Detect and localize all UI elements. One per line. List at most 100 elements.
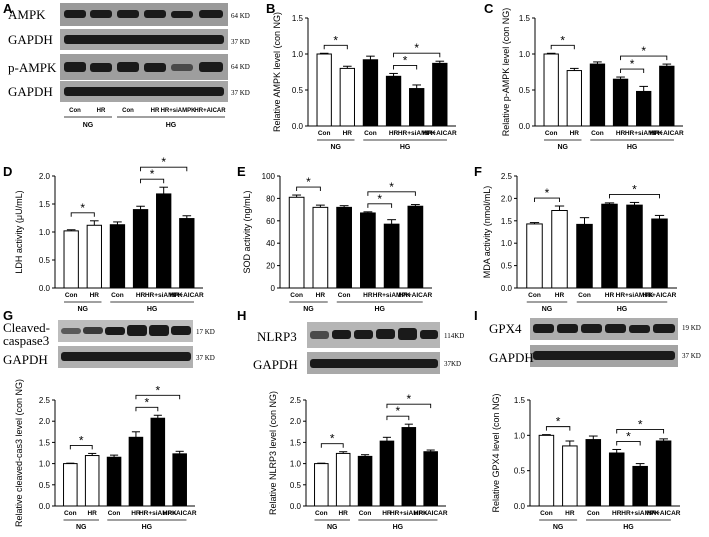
blot-label-nlrp3: NLRP3 bbox=[257, 329, 297, 344]
x-tick-label: HR+siAMPK bbox=[621, 510, 659, 517]
chart-i: 0.0 0.5 1.0 1.5 Relative GPX4 level (con NG)… bbox=[491, 393, 681, 531]
bar bbox=[636, 90, 652, 127]
y-tick-label: 0.0 bbox=[39, 502, 51, 511]
x-tick-label: HR bbox=[605, 292, 615, 299]
y-tick-label: 1.5 bbox=[39, 200, 51, 209]
y-tick-label: 1.0 bbox=[39, 460, 51, 469]
significance-star: * bbox=[406, 392, 411, 406]
x-tick-label: Con bbox=[111, 292, 124, 299]
bar bbox=[385, 75, 402, 127]
bar bbox=[659, 65, 675, 127]
significance-star: * bbox=[306, 175, 311, 189]
group-label: HG bbox=[627, 144, 638, 151]
significance-star: * bbox=[161, 155, 166, 169]
significance-bracket bbox=[135, 406, 159, 412]
significance-star: * bbox=[389, 180, 394, 194]
chart-g: 0.0 0.5 1.0 1.5 2.0 2.5 Relative cleaved-cas3 … bbox=[14, 379, 197, 531]
chart-d: 0.0 0.5 1.0 1.5 2.0 LDH activity (μU/mL) Con HR… bbox=[14, 155, 204, 313]
x-tick-label: HR+siAMPK bbox=[616, 292, 654, 299]
significance-bracket bbox=[609, 193, 660, 199]
x-tick-label: HR+AICAR bbox=[643, 292, 677, 299]
blot-label-p-ampk: p-AMPK bbox=[8, 60, 57, 75]
lane-label: Con bbox=[69, 108, 81, 114]
significance-bracket bbox=[323, 44, 348, 50]
bar bbox=[589, 63, 606, 127]
x-tick-label: HR+siAMPK bbox=[373, 292, 411, 299]
significance-bracket bbox=[550, 44, 575, 50]
x-tick-label: Con bbox=[591, 130, 604, 137]
y-tick-label: 0.5 bbox=[501, 262, 513, 271]
group-label: HG bbox=[375, 306, 386, 313]
group-label: HG bbox=[142, 524, 153, 531]
blot-panel-i: GPX4 GAPDH 19 KD 37 KD bbox=[489, 318, 701, 367]
x-tick-label: HR bbox=[382, 510, 392, 517]
x-tick-label: HR bbox=[338, 510, 348, 517]
significance-bracket bbox=[534, 197, 560, 203]
band bbox=[310, 359, 438, 368]
x-tick-label: HR+siAMPK bbox=[145, 292, 183, 299]
band bbox=[83, 327, 103, 334]
band bbox=[533, 351, 675, 360]
y-axis-label: Relative cleaved-cas3 level (con NG) bbox=[14, 379, 24, 527]
significance-star: * bbox=[330, 432, 335, 446]
y-axis-label: LDH activity (μU/mL) bbox=[14, 190, 24, 273]
significance-star: * bbox=[632, 182, 637, 196]
y-tick-label: 100 bbox=[262, 172, 276, 181]
blot-label-gapdh: GAPDH bbox=[8, 84, 53, 99]
y-tick-label: 20 bbox=[266, 262, 275, 271]
bar bbox=[432, 62, 448, 127]
y-tick-label: 0.0 bbox=[514, 502, 526, 511]
x-tick-label: Con bbox=[578, 292, 591, 299]
y-tick-label: 2.5 bbox=[501, 172, 513, 181]
panel-letter-i: I bbox=[474, 308, 478, 323]
significance-star: * bbox=[403, 53, 408, 67]
y-tick-label: 1.0 bbox=[519, 50, 531, 59]
y-tick-label: 0.5 bbox=[290, 481, 302, 490]
y-tick-label: 0.0 bbox=[292, 122, 304, 131]
blot-panel-a: AMPK GAPDH p-AMPK GAPDH 64 KD 37 KD 64 K… bbox=[8, 3, 250, 129]
blot-label-gapdh: GAPDH bbox=[253, 357, 298, 372]
band bbox=[64, 62, 86, 72]
y-tick-label: 80 bbox=[266, 194, 275, 203]
bar bbox=[543, 53, 559, 127]
bar bbox=[179, 218, 195, 289]
x-tick-label: HR+AICAR bbox=[398, 292, 432, 299]
blot-label-cleaved: Cleaved- bbox=[3, 320, 50, 335]
group-label: HG bbox=[617, 306, 628, 313]
significance-bracket bbox=[386, 415, 410, 421]
band bbox=[533, 324, 554, 333]
bar bbox=[150, 417, 166, 507]
panel-letter-b: B bbox=[266, 1, 275, 16]
significance-star: * bbox=[641, 44, 646, 58]
x-tick-label: HR bbox=[612, 510, 622, 517]
band bbox=[398, 328, 417, 340]
band bbox=[376, 329, 395, 339]
significance-star: * bbox=[626, 429, 631, 443]
significance-bracket bbox=[620, 68, 645, 74]
significance-star: * bbox=[396, 404, 401, 418]
x-tick-label: Con bbox=[318, 130, 331, 137]
x-tick-label: HR+siAMPK bbox=[625, 130, 663, 137]
x-tick-label: HR bbox=[343, 130, 353, 137]
y-axis-label: Relative p-AMPK level (con NG) bbox=[501, 8, 511, 137]
band bbox=[149, 325, 169, 336]
band bbox=[90, 63, 112, 72]
bar bbox=[360, 212, 376, 289]
group-label: HG bbox=[393, 524, 404, 531]
y-tick-label: 1.0 bbox=[501, 239, 513, 248]
bar bbox=[63, 463, 78, 507]
chart-b: 0.0 0.5 1.0 1.5 Relative AMPK level (con NG)… bbox=[272, 12, 457, 151]
blot-label-ampk: AMPK bbox=[8, 7, 46, 22]
blot-label-gapdh: GAPDH bbox=[8, 32, 53, 47]
x-tick-label: HR bbox=[389, 130, 399, 137]
kd-label: 37 KD bbox=[682, 352, 701, 360]
y-tick-label: 0.5 bbox=[519, 86, 531, 95]
bar bbox=[63, 230, 79, 289]
x-tick-label: HR+AICAR bbox=[170, 292, 204, 299]
panel-letter-e: E bbox=[237, 164, 246, 179]
group-label: NG bbox=[331, 144, 342, 151]
group-label: HG bbox=[147, 306, 158, 313]
group-label: NG bbox=[558, 144, 569, 151]
chart-c: 0.0 0.5 1.0 1.5 Relative p-AMPK level (con N… bbox=[501, 8, 684, 151]
band bbox=[310, 331, 329, 339]
